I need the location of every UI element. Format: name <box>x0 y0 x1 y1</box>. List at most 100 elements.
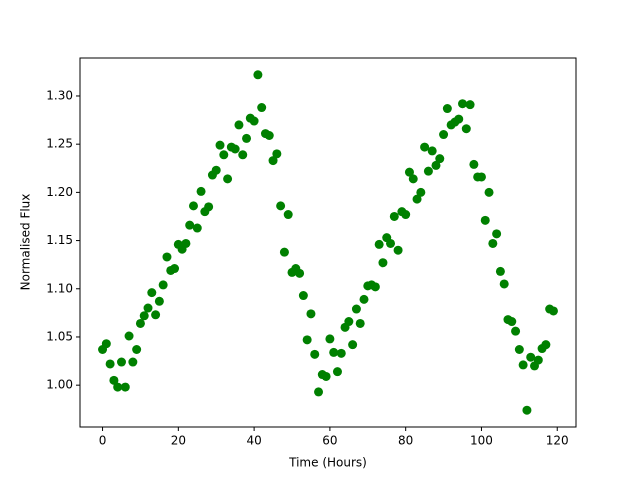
y-tick-label: 1.20 <box>46 185 73 199</box>
point <box>196 186 206 196</box>
point <box>393 245 403 255</box>
point <box>264 131 274 141</box>
point <box>378 258 388 268</box>
point <box>105 359 115 369</box>
point <box>151 310 161 320</box>
point <box>389 211 399 221</box>
point <box>461 124 471 134</box>
point <box>249 116 259 126</box>
point <box>526 352 536 362</box>
y-tick-label: 1.25 <box>46 137 73 151</box>
point <box>109 375 119 385</box>
point <box>325 334 335 344</box>
point <box>314 387 324 397</box>
x-tick-label: 80 <box>398 434 413 448</box>
point <box>283 210 293 220</box>
y-axis-label: Normalised Flux <box>19 194 33 291</box>
point <box>507 317 517 327</box>
point <box>116 357 126 367</box>
point <box>181 238 191 248</box>
point <box>476 172 486 182</box>
point <box>416 187 426 197</box>
point <box>211 165 221 175</box>
point <box>412 194 422 204</box>
point <box>454 114 464 124</box>
point <box>511 326 521 336</box>
y-tick-label: 1.15 <box>46 233 73 247</box>
point <box>238 150 248 160</box>
point <box>492 229 502 239</box>
point <box>404 167 414 177</box>
point <box>124 331 134 341</box>
point <box>344 317 354 327</box>
point <box>279 247 289 257</box>
point <box>306 309 316 319</box>
point <box>499 279 509 289</box>
point <box>128 357 138 367</box>
x-tick-label: 120 <box>546 434 569 448</box>
point <box>242 133 252 143</box>
point <box>351 304 361 314</box>
point <box>541 340 551 350</box>
point <box>488 238 498 248</box>
point <box>332 367 342 377</box>
point <box>188 201 198 211</box>
plot-frame <box>79 57 577 428</box>
point <box>101 339 111 349</box>
point <box>268 156 278 166</box>
x-tick-label: 100 <box>470 434 493 448</box>
point <box>298 291 308 301</box>
point <box>143 303 153 313</box>
x-tick-label: 0 <box>99 434 107 448</box>
y-tick-label: 1.05 <box>46 329 73 343</box>
x-tick-label: 60 <box>322 434 337 448</box>
point <box>458 99 468 109</box>
point <box>302 335 312 345</box>
point <box>253 70 263 80</box>
point <box>215 140 225 150</box>
point <box>272 149 282 159</box>
point <box>170 264 180 274</box>
point <box>522 405 532 415</box>
point <box>147 288 157 298</box>
point <box>120 382 130 392</box>
point <box>158 280 168 290</box>
point <box>321 371 331 381</box>
y-tick-label: 1.10 <box>46 281 73 295</box>
y-tick-label: 1.00 <box>46 378 73 392</box>
point <box>518 360 528 370</box>
point <box>234 120 244 130</box>
point <box>469 159 479 169</box>
point <box>495 266 505 276</box>
point <box>439 130 449 140</box>
point <box>408 174 418 184</box>
point <box>223 174 233 184</box>
point <box>154 296 164 306</box>
x-tick-label: 40 <box>246 434 261 448</box>
point <box>139 311 149 321</box>
point <box>533 355 543 365</box>
point <box>386 238 396 248</box>
point <box>359 294 369 304</box>
point <box>230 144 240 154</box>
y-tick-label: 1.30 <box>46 88 73 102</box>
point <box>329 347 339 357</box>
point <box>192 223 202 233</box>
point <box>336 348 346 358</box>
point <box>204 202 214 212</box>
point <box>370 282 380 292</box>
point <box>427 146 437 156</box>
point <box>219 150 229 160</box>
point <box>431 160 441 170</box>
point <box>465 100 475 110</box>
point <box>135 318 145 328</box>
point <box>484 187 494 197</box>
point <box>113 382 123 392</box>
point <box>132 344 142 354</box>
point <box>423 166 433 176</box>
x-tick-label: 20 <box>171 434 186 448</box>
point <box>480 215 490 225</box>
point <box>295 268 305 278</box>
point <box>162 252 172 262</box>
